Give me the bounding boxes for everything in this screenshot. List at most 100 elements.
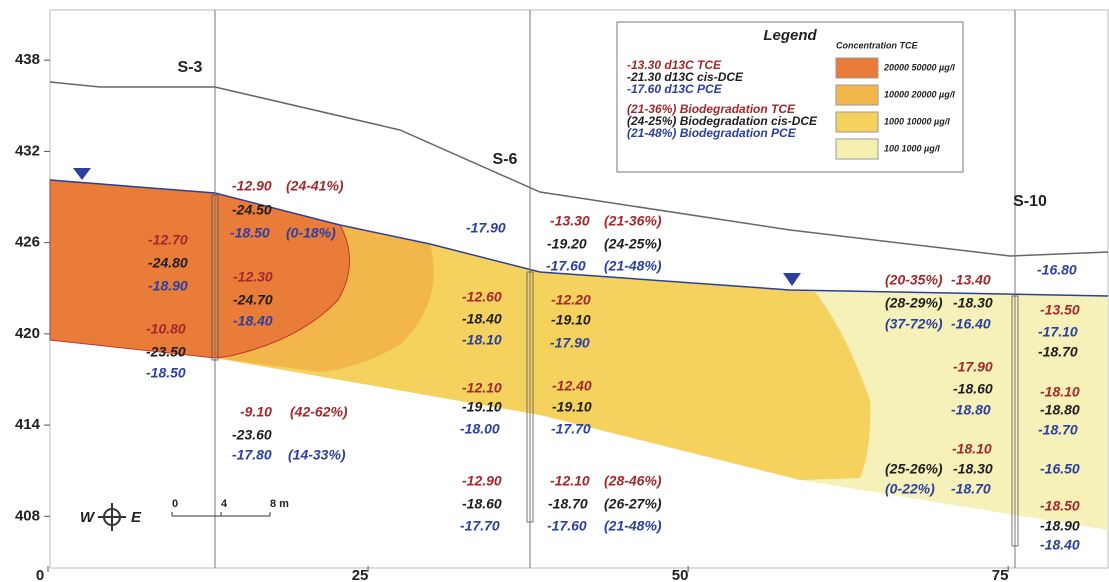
y-tick-label: 432: [15, 142, 40, 159]
data-label: -24.80: [148, 255, 188, 271]
data-label: -18.80: [1040, 402, 1080, 418]
data-label: -17.90: [550, 335, 590, 351]
data-label: (42-62%): [290, 404, 348, 420]
data-label: -19.10: [552, 399, 592, 415]
data-label: -18.40: [233, 313, 273, 329]
data-label: -17.90: [953, 359, 993, 375]
data-label: -17.60: [546, 258, 586, 274]
well-name: S-10: [1013, 193, 1047, 210]
data-label: -16.50: [1040, 461, 1080, 477]
y-tick-label: 438: [15, 51, 40, 68]
data-label: -18.70: [1038, 422, 1078, 438]
data-label: (26-27%): [604, 496, 662, 512]
legend-concentration-title: Concentration TCE: [836, 40, 918, 50]
scale-label: 0: [172, 498, 178, 510]
data-label: -17.60: [547, 518, 587, 534]
well-screen: [1011, 295, 1019, 547]
data-label: (0-22%): [885, 481, 935, 497]
legend-swatch: [835, 111, 879, 133]
legend-class-label: 100 1000 µg/l: [884, 143, 940, 153]
data-label: -18.50: [1040, 498, 1080, 514]
well-name: S-3: [178, 59, 203, 76]
scale-label: 8 m: [270, 498, 289, 510]
legend-class-label: 1000 10000 µg/l: [884, 116, 950, 126]
y-tick-label: 420: [15, 325, 40, 342]
legend-item: -13.30 d13C TCE: [627, 58, 722, 72]
data-label: -12.30: [233, 269, 273, 285]
ground-surface: [49, 81, 1109, 257]
data-label: -18.90: [148, 278, 188, 294]
data-label: -18.00: [460, 421, 500, 437]
legend-class-label: 10000 20000 µg/l: [884, 89, 955, 99]
data-label: (0-18%): [286, 225, 336, 241]
data-label: -17.70: [551, 421, 591, 437]
data-label: -18.40: [462, 311, 502, 327]
well-screen: [526, 271, 534, 523]
data-label: -18.70: [951, 481, 991, 497]
data-label: (21-48%): [604, 258, 662, 274]
data-label: (21-48%): [604, 518, 662, 534]
data-label: (20-35%): [885, 272, 943, 288]
y-tick-label: 414: [15, 416, 41, 433]
data-label: -16.80: [1037, 262, 1077, 278]
legend-class-label: 20000 50000 µg/l: [883, 62, 955, 72]
data-label: -17.80: [232, 447, 272, 463]
data-label: -18.50: [146, 365, 186, 381]
well-name: S-6: [493, 151, 518, 168]
data-label: -17.90: [466, 220, 506, 236]
data-label: -23.60: [232, 427, 272, 443]
legend-swatch: [835, 57, 879, 79]
water-table-marker: [783, 273, 801, 286]
legend-box: [616, 21, 964, 173]
x-tick-label: 50: [672, 567, 689, 582]
data-label: -12.90: [232, 178, 272, 194]
legend-item: (24-25%) Biodegradation cis-DCE: [627, 114, 818, 128]
data-label: (37-72%): [885, 316, 943, 332]
data-label: -23.50: [146, 344, 186, 360]
x-tick-label: 0: [36, 567, 44, 582]
well-screen: [211, 194, 219, 361]
data-label: -19.10: [551, 312, 591, 328]
x-tick-label: 25: [352, 567, 369, 582]
data-label: (14-33%): [288, 447, 346, 463]
data-label: -12.70: [148, 232, 188, 248]
data-label: -18.40: [1040, 537, 1080, 553]
data-label: -18.30: [953, 295, 993, 311]
compass-label: E: [131, 509, 142, 526]
data-label: (28-46%): [604, 473, 662, 489]
data-label: -24.50: [232, 202, 272, 218]
legend-item: -21.30 d13C cis-DCE: [627, 70, 744, 84]
data-label: -12.20: [551, 292, 591, 308]
data-label: -18.70: [1038, 344, 1078, 360]
data-label: -18.60: [953, 381, 993, 397]
scale-label: 4: [221, 498, 228, 510]
data-label: -13.50: [1040, 302, 1080, 318]
legend-title: Legend: [763, 27, 817, 44]
legend-swatch: [835, 138, 879, 160]
data-label: -18.10: [952, 441, 992, 457]
data-label: -13.30: [550, 213, 590, 229]
water-table-marker: [73, 168, 91, 180]
legend-item: (21-36%) Biodegradation TCE: [627, 102, 796, 116]
y-tick-label: 426: [15, 234, 40, 251]
data-label: -19.10: [462, 399, 502, 415]
legend-item: -17.60 d13C PCE: [627, 82, 723, 96]
data-label: -16.40: [951, 316, 991, 332]
data-label: -9.10: [240, 404, 272, 420]
data-label: -18.10: [462, 332, 502, 348]
data-label: -12.90: [462, 473, 502, 489]
data-label: -12.10: [550, 473, 590, 489]
data-label: (25-26%): [885, 461, 943, 477]
data-label: -24.70: [233, 292, 273, 308]
data-label: -19.20: [547, 236, 587, 252]
data-label: -12.40: [552, 378, 592, 394]
data-label: -18.80: [951, 402, 991, 418]
legend-item: (21-48%) Biodegradation PCE: [627, 126, 797, 140]
data-label: -18.10: [1040, 384, 1080, 400]
data-label: -10.80: [146, 321, 186, 337]
data-label: -17.10: [1038, 324, 1078, 340]
data-label: -18.30: [953, 461, 993, 477]
data-label: (21-36%): [604, 213, 662, 229]
plume-20000-50000: [49, 179, 350, 359]
